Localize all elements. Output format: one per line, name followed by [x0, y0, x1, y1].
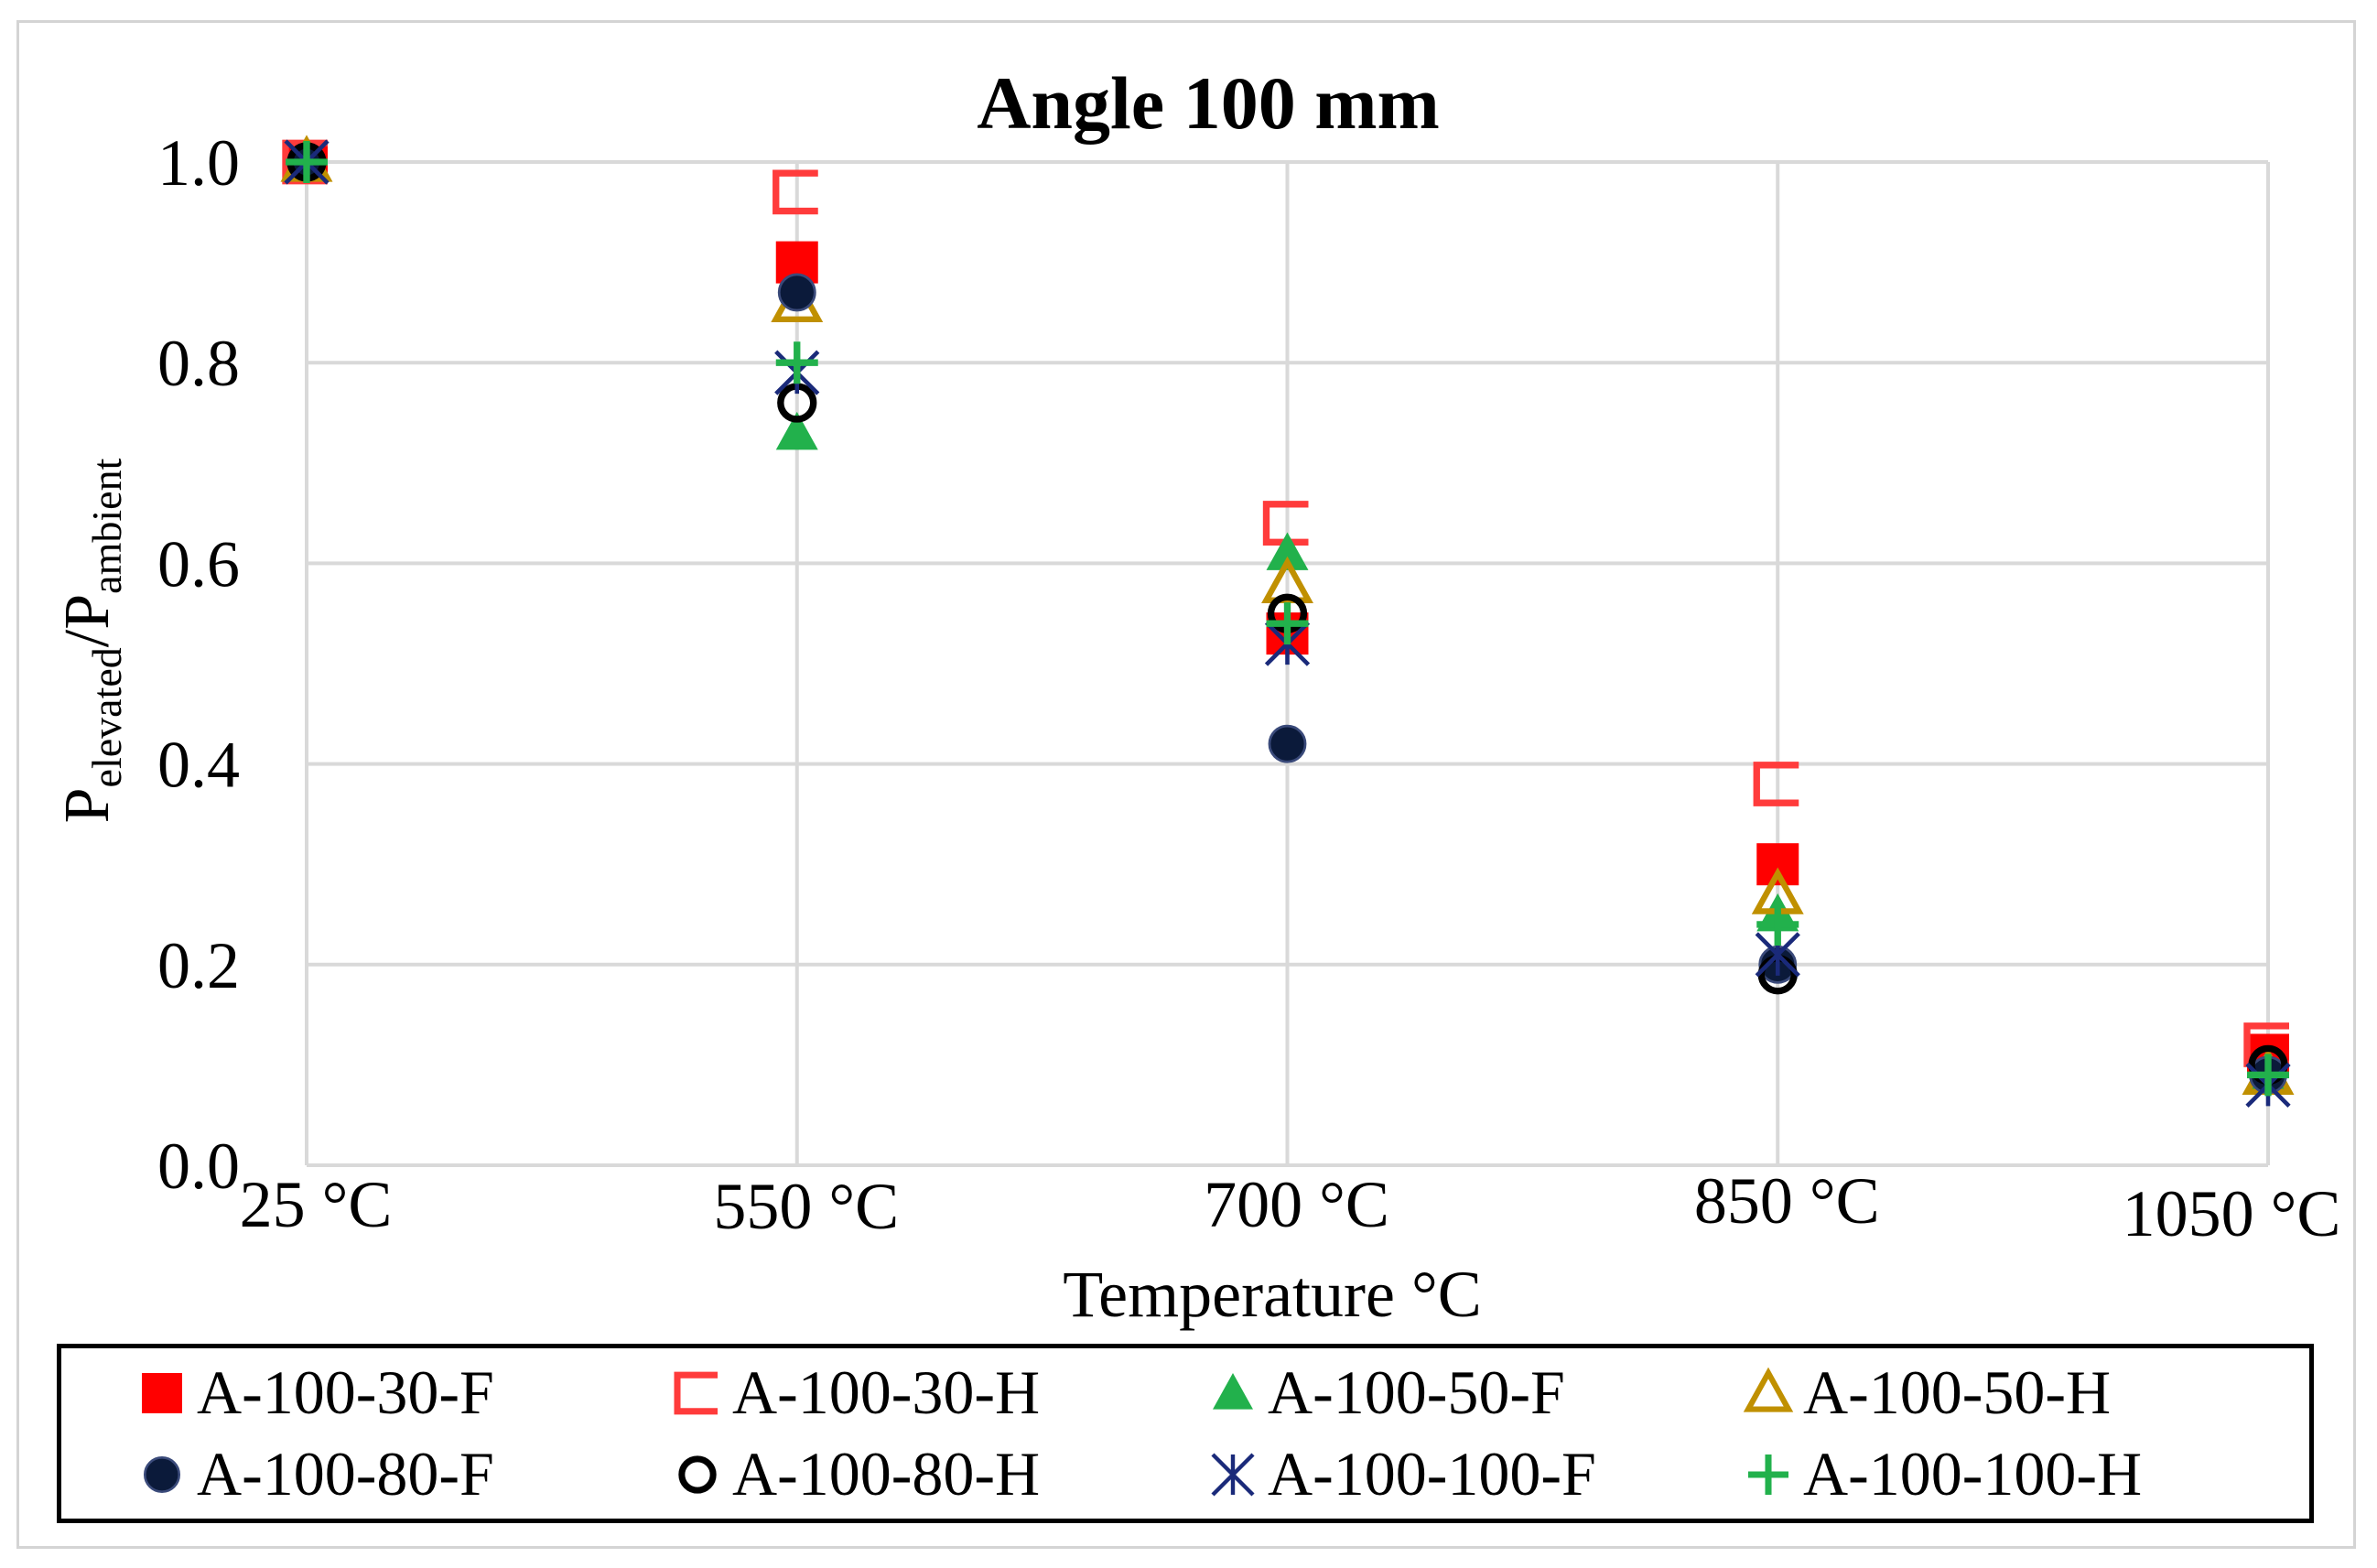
- point-a-100-100-h-0: [286, 141, 328, 183]
- legend-label: A-100-100-F: [1268, 1439, 1596, 1509]
- y-axis-label-base: P: [52, 787, 123, 823]
- point-a-100-100-h-3: [1756, 903, 1799, 946]
- y-tick-label: 0.6: [157, 527, 240, 600]
- legend-marker-icon: [1213, 1372, 1253, 1410]
- x-tick-label: 550 °C: [713, 1170, 899, 1243]
- legend-item: A-100-100-H: [1741, 1433, 2276, 1515]
- legend-item: A-100-50-H: [1741, 1352, 2276, 1433]
- legend-marker-icon: [1211, 1452, 1255, 1497]
- point-a-100-100-h-4: [2247, 1054, 2289, 1097]
- y-tick-label: 0.0: [157, 1130, 240, 1203]
- point-a-100-100-h-1: [775, 341, 818, 384]
- point-a-100-100-h-2: [1266, 602, 1309, 645]
- legend-label: A-100-50-F: [1268, 1357, 1565, 1427]
- x-tick-label: 1050 °C: [2123, 1177, 2341, 1250]
- y-axis-label-sub-elevated: elevated: [83, 647, 130, 787]
- legend-marker-icon: [678, 1454, 717, 1494]
- legend-label: A-100-80-F: [197, 1439, 494, 1509]
- legend-marker-icon: [674, 1371, 718, 1414]
- point-a-100-80-f-1: [777, 273, 816, 312]
- chart-title: Angle 100 mm: [977, 61, 1440, 145]
- point-a-100-50-f-1: [775, 411, 818, 450]
- point-a-100-80-f-2: [1268, 724, 1307, 763]
- legend-item: A-100-80-F: [135, 1433, 670, 1515]
- x-tick-label: 700 °C: [1204, 1168, 1389, 1241]
- point-a-100-30-h-3: [1753, 762, 1799, 806]
- legend-marker-icon: [1748, 1454, 1788, 1495]
- y-axis-label-separator: /P: [52, 594, 123, 647]
- legend-label: A-100-30-F: [197, 1357, 494, 1427]
- y-tick-labels: 0.0 0.2 0.4 0.6 0.8 1.0: [157, 126, 240, 1203]
- legend-marker-icon: [143, 1455, 181, 1493]
- y-tick-label: 0.4: [157, 729, 240, 802]
- legend-item: A-100-50-F: [1205, 1352, 1741, 1433]
- legend-marker-icon: [142, 1372, 182, 1413]
- point-a-100-50-f-2: [1266, 532, 1309, 570]
- y-axis-label: Pelevated/Pambient: [52, 458, 130, 823]
- legend-item: A-100-80-H: [670, 1433, 1205, 1515]
- x-tick-label: 25 °C: [240, 1168, 393, 1241]
- legend-label: A-100-50-H: [1803, 1357, 2112, 1427]
- legend-marker-icon: [1743, 1367, 1794, 1412]
- legend-item: A-100-100-F: [1205, 1433, 1741, 1515]
- y-tick-label: 0.2: [157, 929, 240, 1002]
- x-tick-labels: 25 °C 550 °C 700 °C 850 °C 1050 °C: [240, 1164, 2341, 1250]
- y-tick-label: 1.0: [157, 126, 240, 200]
- legend-label: A-100-100-H: [1803, 1439, 2143, 1509]
- x-tick-label: 850 °C: [1694, 1164, 1880, 1238]
- x-axis-label: Temperature °C: [1063, 1258, 1482, 1331]
- data-points: [280, 135, 2295, 1108]
- legend-item: A-100-30-H: [670, 1352, 1205, 1433]
- y-tick-label: 0.8: [157, 327, 240, 400]
- legend-label: A-100-30-H: [732, 1357, 1041, 1427]
- legend: A-100-30-F A-100-30-H A-100-50-F A-100-50-H…: [57, 1344, 2314, 1523]
- y-axis-label-sub-ambient: ambient: [83, 458, 130, 593]
- legend-item: A-100-30-F: [135, 1352, 670, 1433]
- point-a-100-30-h-1: [773, 169, 818, 215]
- chart-frame: [16, 20, 2356, 1549]
- legend-label: A-100-80-H: [732, 1439, 1041, 1509]
